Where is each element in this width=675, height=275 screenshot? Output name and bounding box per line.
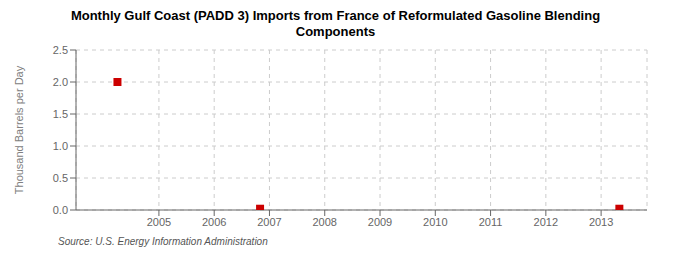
svg-text:2013: 2013	[589, 216, 613, 228]
svg-text:2.5: 2.5	[53, 44, 68, 56]
html-text:Monthly Gulf Coast (PADD 3) Im: Monthly Gulf Coast (PADD 3) Imports from…	[70, 8, 601, 23]
html-text:Source: U.S. Energy Informatio: Source: U.S. Energy Information Administ…	[58, 236, 268, 247]
svg-text:2010: 2010	[423, 216, 447, 228]
svg-text:2008: 2008	[312, 216, 336, 228]
svg-text:0.0: 0.0	[53, 204, 68, 216]
svg-text:Thousand Barrels per Day: Thousand Barrels per Day	[13, 65, 25, 194]
svg-text:1.0: 1.0	[53, 140, 68, 152]
svg-text:2012: 2012	[534, 216, 558, 228]
svg-text:0.5: 0.5	[53, 172, 68, 184]
svg-text:2011: 2011	[479, 216, 503, 228]
svg-text:2.0: 2.0	[53, 76, 68, 88]
svg-text:2006: 2006	[202, 216, 226, 228]
svg-text:2007: 2007	[257, 216, 281, 228]
svg-text:1.5: 1.5	[53, 108, 68, 120]
svg-text:2009: 2009	[368, 216, 392, 228]
svg-text:2005: 2005	[147, 216, 171, 228]
html-text:Components: Components	[295, 24, 376, 39]
